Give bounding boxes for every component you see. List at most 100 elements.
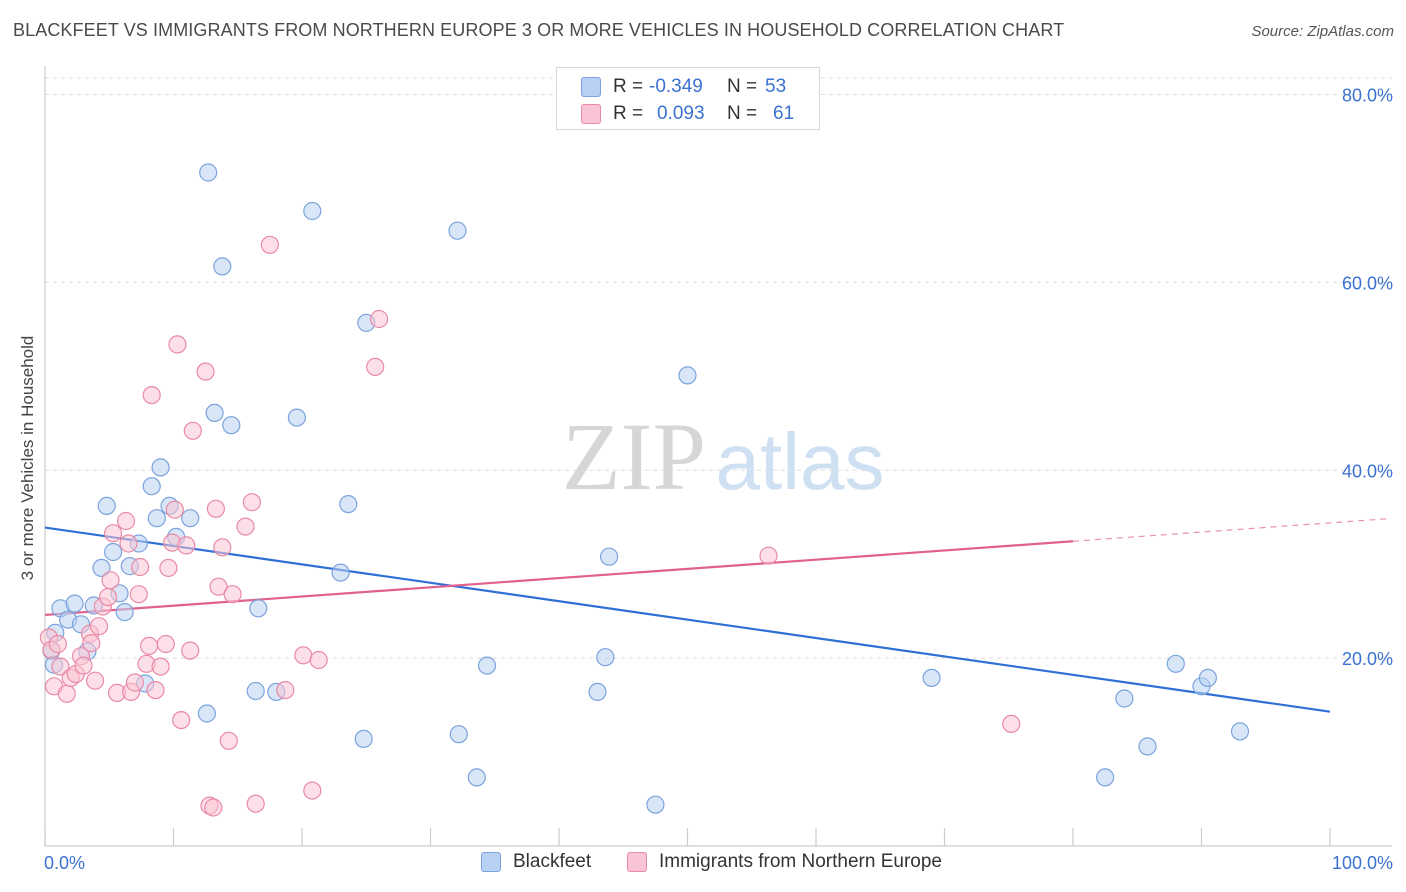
point-immigrants [131, 557, 150, 577]
point-immigrants [172, 710, 191, 730]
point-blackfeet [599, 547, 619, 566]
point-immigrants [82, 633, 101, 653]
point-blackfeet [151, 458, 170, 477]
legend-label-immigrants: Immigrants from Northern Europe [659, 851, 942, 872]
point-blackfeet [147, 509, 166, 528]
y-tick-label: 40.0% [1342, 461, 1393, 481]
watermark-atlas: atlas [716, 417, 885, 506]
point-blackfeet [303, 201, 322, 221]
point-immigrants [206, 499, 225, 518]
point-immigrants [85, 671, 105, 690]
point-immigrants [48, 634, 68, 654]
point-blackfeet [181, 509, 200, 528]
x-tick-label: 0.0% [44, 853, 85, 873]
point-blackfeet [222, 416, 241, 435]
legend-r-value: -0.349 [649, 76, 703, 97]
point-immigrants [370, 309, 389, 329]
point-blackfeet [142, 477, 161, 496]
point-blackfeet [65, 594, 84, 613]
point-blackfeet [588, 682, 607, 702]
legend-swatch-pink [627, 852, 647, 872]
y-tick-label: 80.0% [1342, 86, 1393, 106]
legend-r-value: 0.093 [657, 103, 705, 124]
trend-line-immigrants [44, 540, 1074, 617]
point-blackfeet [646, 795, 665, 814]
point-blackfeet [97, 496, 116, 515]
x-tick-label: 100.0% [1332, 853, 1393, 873]
point-immigrants [51, 657, 70, 676]
point-immigrants [146, 680, 165, 700]
point-blackfeet [331, 563, 350, 582]
point-immigrants [309, 650, 328, 670]
point-blackfeet [467, 768, 486, 787]
point-blackfeet [449, 725, 468, 744]
point-immigrants [1002, 714, 1021, 734]
watermark: ZIP atlas [562, 403, 884, 510]
point-immigrants [213, 538, 232, 557]
point-immigrants [129, 585, 148, 604]
source-label: Source: ZipAtlas.com [1251, 23, 1394, 40]
chart-title: BLACKFEET VS IMMIGRANTS FROM NORTHERN EU… [13, 20, 1065, 40]
point-blackfeet [197, 704, 216, 723]
legend-n-value: 53 [765, 76, 787, 97]
point-immigrants [246, 794, 265, 813]
legend-r-label: R = [613, 76, 644, 97]
legend-item-blackfeet[interactable]: Blackfeet [481, 851, 591, 873]
point-blackfeet [103, 542, 123, 562]
legend-n-label: N = [727, 76, 758, 97]
point-immigrants [303, 781, 322, 800]
point-immigrants [101, 571, 120, 590]
point-immigrants [242, 493, 261, 512]
y-tick-label: 20.0% [1342, 649, 1393, 669]
point-blackfeet [246, 681, 265, 701]
point-blackfeet [115, 602, 134, 622]
point-immigrants [183, 421, 202, 440]
point-immigrants [177, 536, 196, 555]
legend-swatch-blue [581, 77, 601, 97]
point-immigrants [260, 235, 279, 254]
point-immigrants [116, 511, 136, 531]
legend-label-blackfeet: Blackfeet [513, 851, 592, 872]
point-blackfeet [1198, 668, 1218, 688]
series-legend: Blackfeet Immigrants from Northern Europ… [0, 851, 1406, 877]
tick-labels: 20.0% 40.0% 60.0% 80.0% 0.0% 100.0% [44, 86, 1393, 874]
axes [44, 66, 1392, 847]
point-blackfeet [199, 163, 218, 182]
y-axis-label: 3 or more Vehicles in Household [18, 336, 37, 581]
point-blackfeet [92, 558, 111, 578]
point-immigrants [89, 617, 109, 636]
point-blackfeet [1095, 768, 1115, 787]
point-blackfeet [1166, 654, 1185, 673]
point-immigrants [223, 585, 242, 604]
point-blackfeet [1115, 689, 1134, 708]
point-immigrants [140, 636, 159, 656]
trend-line-immigrants-extension [1072, 517, 1391, 542]
point-immigrants [209, 577, 228, 596]
legend-swatch-blue [481, 852, 501, 872]
point-blackfeet [596, 648, 615, 667]
point-immigrants [366, 357, 385, 376]
point-immigrants [156, 634, 175, 654]
point-immigrants [759, 546, 778, 565]
point-blackfeet [1230, 722, 1250, 741]
legend-row-immigrants: R = 0.093 N = 61 [581, 101, 794, 127]
point-immigrants [103, 524, 123, 543]
y-tick-label: 60.0% [1342, 273, 1393, 293]
trend-line-blackfeet [44, 526, 1331, 713]
legend-r-label: R = [613, 103, 644, 124]
legend-swatch-pink [581, 104, 601, 124]
point-immigrants [204, 798, 223, 817]
points-immigrants-northern-europe [39, 235, 1021, 817]
point-immigrants [294, 646, 313, 665]
legend-n-value: 61 [773, 103, 795, 124]
watermark-zip: ZIP [562, 403, 706, 510]
point-blackfeet [1138, 737, 1157, 756]
legend-item-immigrants[interactable]: Immigrants from Northern Europe [627, 851, 942, 873]
point-immigrants [159, 558, 178, 578]
point-immigrants [98, 587, 118, 607]
point-immigrants [219, 731, 238, 750]
points-blackfeet [42, 163, 1250, 814]
point-blackfeet [448, 221, 467, 240]
point-blackfeet [922, 668, 941, 688]
